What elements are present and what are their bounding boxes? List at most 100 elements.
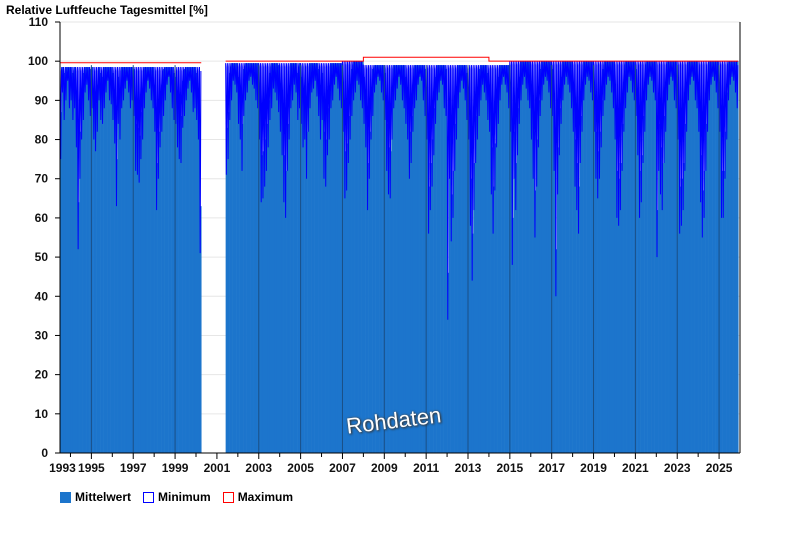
bar-mittelwert (352, 61, 355, 453)
bar-mittelwert (506, 65, 509, 453)
bar-mittelwert (396, 65, 399, 453)
bar-mittelwert (715, 61, 718, 453)
bar-mittelwert (593, 84, 596, 453)
bar-mittelwert (563, 61, 566, 453)
bar-mittelwert (354, 61, 357, 453)
bar-mittelwert (185, 67, 188, 454)
bar-mittelwert (680, 178, 683, 453)
bar-mittelwert (255, 63, 258, 454)
bar-mittelwert (651, 61, 654, 453)
line-maximum (225, 56, 739, 62)
bar-mittelwert (166, 67, 169, 454)
bar-mittelwert (455, 92, 458, 453)
bar-mittelwert (86, 67, 89, 454)
bar-mittelwert (197, 92, 200, 453)
bar-mittelwert (427, 186, 430, 453)
bar-mittelwert (394, 65, 397, 453)
bar-mittelwert (666, 61, 669, 453)
bar-mittelwert (637, 108, 640, 453)
y-tick-label: 70 (35, 172, 49, 186)
bar-mittelwert (624, 61, 627, 453)
bar-mittelwert (365, 100, 368, 453)
bar-mittelwert (474, 116, 478, 453)
bar-mittelwert (358, 61, 361, 453)
bar-mittelwert (225, 127, 228, 454)
x-tick-label: 2009 (371, 461, 398, 475)
bar-mittelwert (347, 116, 350, 453)
bar-mittelwert (333, 63, 336, 454)
bar-mittelwert (687, 61, 690, 453)
bar-mittelwert (672, 61, 675, 453)
bar-mittelwert (300, 76, 303, 453)
bar-mittelwert (692, 61, 695, 453)
bar-mittelwert (112, 72, 115, 453)
bar-mittelwert (445, 69, 448, 453)
bar-mittelwert (673, 61, 676, 453)
bar-mittelwert (311, 63, 314, 454)
bar-mittelwert (542, 61, 546, 453)
bar-mittelwert (316, 63, 319, 454)
bar-mittelwert (494, 143, 497, 454)
bar-mittelwert (724, 131, 727, 453)
bar-mittelwert (466, 72, 469, 453)
bar-mittelwert (626, 61, 629, 453)
bar-mittelwert (513, 131, 516, 453)
bar-mittelwert (520, 61, 523, 453)
bar-mittelwert (94, 104, 97, 454)
bar-mittelwert (319, 92, 322, 453)
bar-mittelwert (515, 163, 518, 453)
bar-mittelwert (379, 65, 382, 453)
bar-mittelwert (173, 72, 176, 453)
y-tick-label: 40 (35, 289, 49, 303)
bar-mittelwert (509, 84, 512, 453)
bar-mittelwert (114, 96, 117, 453)
bar-mittelwert (658, 123, 661, 453)
bar-mittelwert (372, 69, 375, 453)
bar-mittelwert (189, 67, 192, 454)
bar-mittelwert (534, 190, 537, 453)
bar-mittelwert (717, 61, 720, 453)
bar-mittelwert (162, 69, 165, 453)
bar-mittelwert (291, 63, 294, 454)
bar-mittelwert (236, 63, 239, 454)
bar-mittelwert (415, 65, 418, 453)
bar-mittelwert (733, 61, 736, 453)
bar-mittelwert (234, 63, 237, 454)
bar-mittelwert (565, 61, 568, 453)
bar-mittelwert (659, 147, 662, 453)
bar-mittelwert (147, 67, 150, 454)
bar-mittelwert (80, 92, 83, 453)
bar-mittelwert (283, 155, 286, 453)
bar-mittelwert (654, 61, 657, 453)
bar-mittelwert (328, 92, 331, 453)
bar-mittelwert (180, 116, 183, 453)
bar-mittelwert (635, 69, 638, 453)
bar-mittelwert (614, 92, 617, 453)
bar-mittelwert (136, 127, 139, 454)
bar-mittelwert (569, 61, 572, 453)
bar-mittelwert (478, 69, 481, 453)
bar-mittelwert (382, 65, 385, 453)
bar-mittelwert (447, 272, 450, 453)
bar-mittelwert (250, 63, 253, 454)
bar-mittelwert (326, 108, 329, 453)
bar-mittelwert (480, 65, 483, 453)
bar-mittelwert (492, 186, 495, 453)
bar-mittelwert (665, 84, 668, 453)
bar-mittelwert (288, 92, 291, 453)
bar-mittelwert (420, 65, 423, 453)
bar-mittelwert (361, 61, 364, 453)
bar-mittelwert (405, 76, 408, 453)
bar-mittelwert (462, 65, 465, 453)
bar-mittelwert (663, 116, 666, 453)
bar-mittelwert (108, 67, 111, 454)
bar-mittelwert (616, 170, 619, 453)
bar-mittelwert (450, 194, 453, 453)
bar-mittelwert (277, 65, 280, 453)
bar-mittelwert (269, 72, 272, 453)
bar-mittelwert (60, 112, 63, 454)
bar-mittelwert (72, 72, 75, 453)
bar-mittelwert (712, 61, 715, 453)
bar-mittelwert (691, 61, 694, 453)
y-tick-label: 100 (28, 54, 48, 68)
